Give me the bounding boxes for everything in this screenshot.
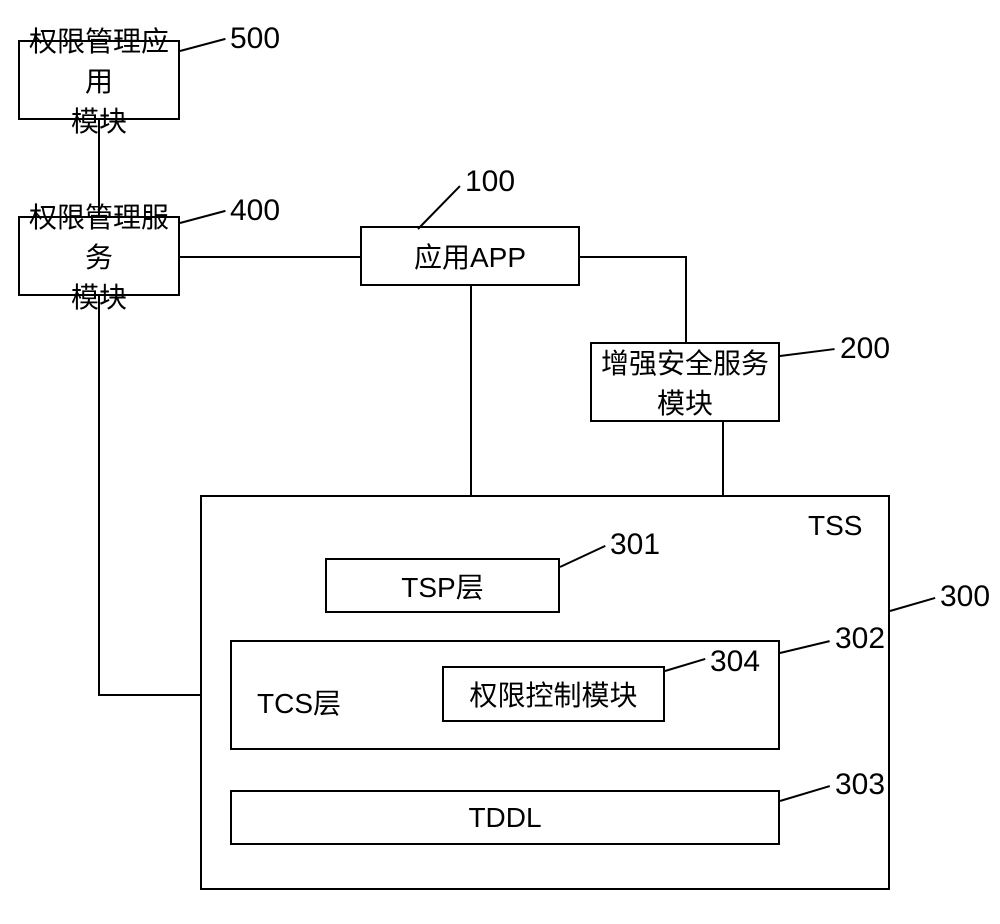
ref-r100: 100 — [465, 165, 515, 199]
ref-r301: 301 — [610, 528, 660, 562]
ref-r304: 304 — [710, 645, 760, 679]
ref-r200: 200 — [840, 332, 890, 366]
ref-r300: 300 — [940, 580, 990, 614]
node-n304: 权限控制模块 — [442, 666, 665, 722]
ref-r303: 303 — [835, 768, 885, 802]
node-label-n302: TCS层 — [257, 682, 341, 722]
node-n400: 权限管理服务 模块 — [18, 216, 180, 296]
node-n301: TSP层 — [325, 558, 560, 613]
tss-label: TSS — [808, 510, 862, 542]
node-n500: 权限管理应用 模块 — [18, 40, 180, 120]
node-n100: 应用APP — [360, 226, 580, 286]
ref-r400: 400 — [230, 194, 280, 228]
ref-r500: 500 — [230, 22, 280, 56]
node-n200: 增强安全服务 模块 — [590, 342, 780, 422]
node-n303: TDDL — [230, 790, 780, 845]
ref-r302: 302 — [835, 622, 885, 656]
